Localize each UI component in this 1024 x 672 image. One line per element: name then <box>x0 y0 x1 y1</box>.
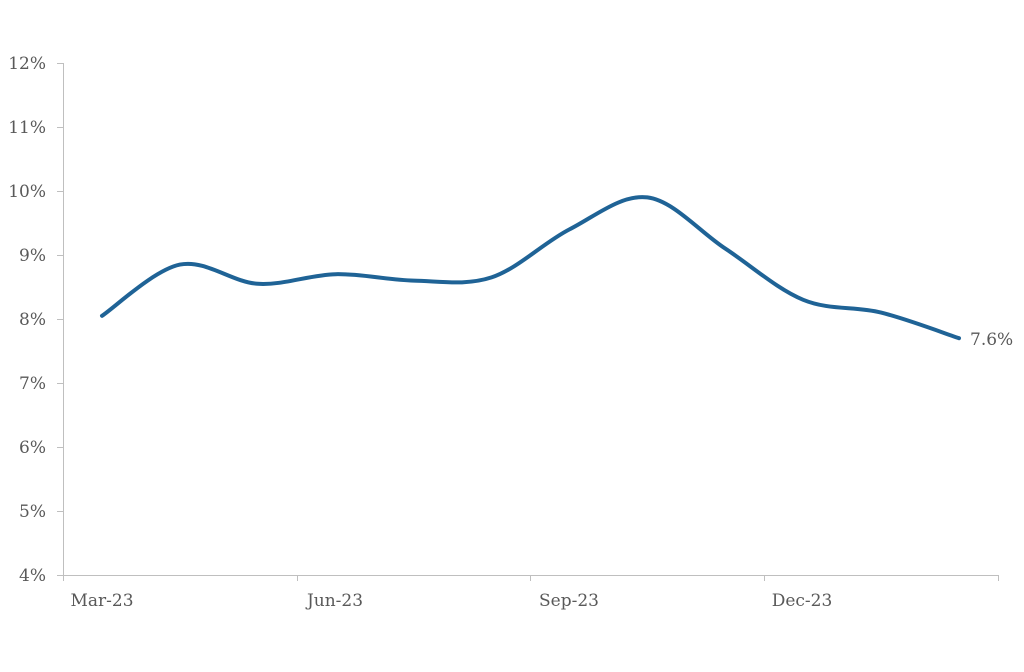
x-tick-label: Dec-23 <box>772 591 833 611</box>
y-tick-label: 5% <box>19 502 46 522</box>
y-tick-label: 11% <box>8 118 46 138</box>
y-tick-label: 4% <box>19 566 46 586</box>
end-value-label: 7.6% <box>970 330 1013 350</box>
y-tick-label: 6% <box>19 438 46 458</box>
y-ticks: 4% 5% 6% 7% 8% 9% 10% 11% 12% <box>8 54 63 586</box>
x-ticks: Mar-23 Jun-23 Sep-23 Dec-23 <box>63 575 999 611</box>
x-tick-label: Jun-23 <box>305 591 363 611</box>
series-line <box>100 195 961 341</box>
y-tick-label: 9% <box>19 246 46 266</box>
x-tick-label: Sep-23 <box>539 591 599 611</box>
y-tick-label: 8% <box>19 310 46 330</box>
series-group <box>100 195 961 341</box>
x-tick-label: Mar-23 <box>70 591 133 611</box>
y-tick-label: 10% <box>8 182 46 202</box>
y-tick-label: 7% <box>19 374 46 394</box>
y-tick-label: 12% <box>8 54 46 74</box>
